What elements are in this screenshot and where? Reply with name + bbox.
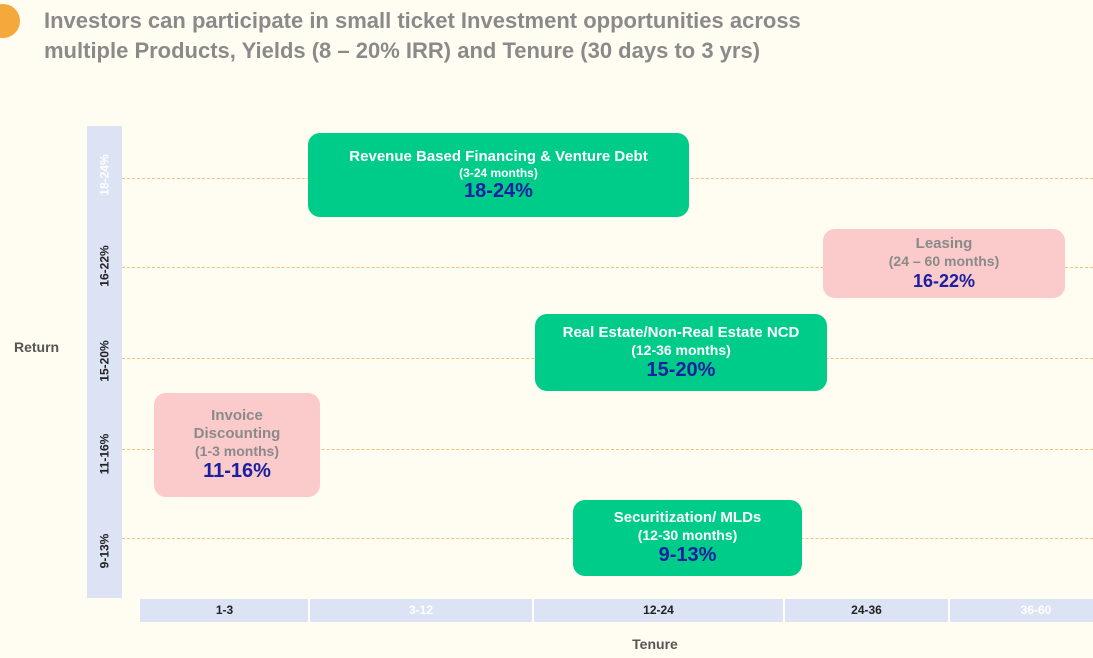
product-card-real-estate-ncd: Real Estate/Non-Real Estate NCD (12-36 m… [535,314,827,391]
accent-dot [0,4,20,38]
product-tenure: (3-24 months) [459,165,538,180]
product-card-invoice-discounting: Invoice Discounting (1-3 months) 11-16% [154,393,320,497]
x-axis-title: Tenure [632,636,678,652]
product-card-leasing: Leasing (24 – 60 months) 16-22% [823,229,1065,298]
y-tick-9-13: 9-13% [97,533,112,569]
product-return: 11-16% [203,460,271,482]
product-name-line-1: Invoice [211,407,263,424]
product-tenure: (1-3 months) [195,443,279,459]
product-name: Real Estate/Non-Real Estate NCD [562,323,800,341]
y-tick-16-22: 16-22% [97,245,112,287]
headline: Investors can participate in small ticke… [44,6,944,66]
headline-line-1: Investors can participate in small ticke… [44,8,801,33]
product-name: Securitization/ MLDs [613,509,762,526]
y-axis-bar [87,126,122,598]
product-name: Revenue Based Financing & Venture Debt [349,147,648,165]
x-tick-3-12: 3-12 [408,603,434,617]
y-tick-15-20: 15-20% [97,340,112,382]
product-return: 15-20% [646,358,716,381]
y-axis-title: Return [14,339,60,355]
product-tenure: (24 – 60 months) [888,252,1000,269]
x-separator [783,599,785,622]
headline-line-2: multiple Products, Yields (8 – 20% IRR) … [44,38,761,63]
product-return: 18-24% [464,179,533,202]
x-separator [308,599,310,622]
x-tick-12-24: 12-24 [643,603,674,617]
product-name: Leasing [915,234,973,252]
product-card-securitization: Securitization/ MLDs (12-30 months) 9-13… [573,500,802,576]
x-axis-bar [140,599,1093,622]
product-name-line-2: Discounting [193,425,281,442]
x-separator [948,599,950,622]
x-separator [532,599,534,622]
x-tick-1-3: 1-3 [215,603,234,617]
product-return: 9-13% [658,544,717,566]
product-card-revenue-based-financing: Revenue Based Financing & Venture Debt (… [308,133,689,217]
product-return: 16-22% [912,270,976,291]
product-tenure: (12-36 months) [631,341,731,358]
gridline-11-16 [122,449,1093,450]
y-tick-18-24: 18-24% [97,154,112,196]
x-tick-36-60: 36-60 [1020,603,1052,617]
x-tick-24-36: 24-36 [851,603,882,617]
gridline-16-22 [122,267,1093,268]
y-tick-11-16: 11-16% [97,433,112,475]
product-tenure: (12-30 months) [637,527,738,543]
